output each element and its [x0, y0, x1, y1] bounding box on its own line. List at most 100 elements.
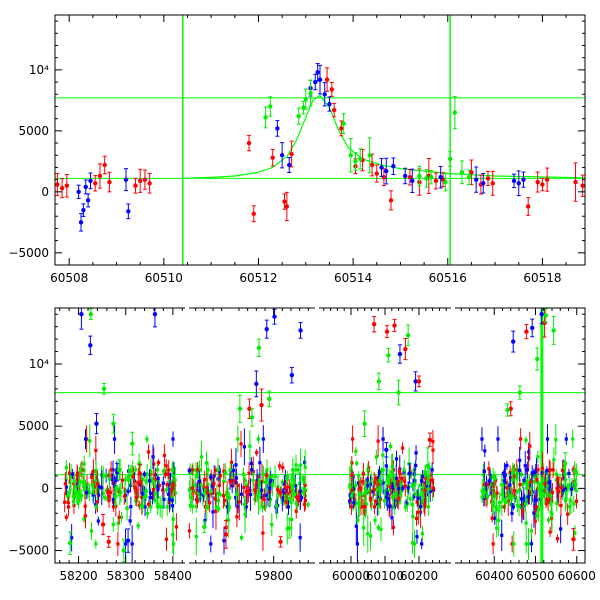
data-point — [497, 518, 501, 522]
data-point — [392, 323, 397, 328]
data-point — [97, 173, 103, 179]
data-point — [289, 500, 293, 504]
data-point — [164, 464, 168, 468]
data-point — [565, 488, 569, 492]
data-point — [259, 402, 264, 408]
data-point — [430, 478, 434, 482]
data-point — [488, 482, 492, 486]
data-point — [511, 178, 517, 184]
data-point — [264, 326, 269, 332]
data-point — [571, 537, 576, 542]
data-point — [486, 482, 490, 486]
data-point — [511, 339, 516, 344]
data-point — [280, 480, 284, 484]
data-point — [93, 479, 97, 483]
data-point — [221, 493, 226, 498]
data-point — [191, 483, 195, 488]
data-point — [391, 164, 396, 169]
data-point — [402, 468, 406, 472]
data-point — [410, 484, 414, 488]
data-point — [390, 470, 394, 474]
data-point — [253, 488, 257, 492]
data-point — [156, 476, 160, 481]
data-point — [258, 461, 262, 465]
data-point — [423, 503, 427, 507]
data-point — [485, 494, 490, 498]
data-point — [355, 542, 360, 546]
data-point — [125, 538, 131, 543]
data-point — [354, 524, 358, 528]
data-point — [246, 140, 252, 146]
data-point — [303, 498, 307, 503]
data-point — [508, 476, 513, 480]
data-point — [203, 518, 207, 523]
data-point — [260, 480, 264, 484]
data-point — [249, 461, 253, 466]
data-point — [78, 220, 84, 225]
data-point — [153, 492, 157, 496]
data-point — [133, 486, 137, 490]
data-point — [493, 478, 498, 483]
data-point — [545, 479, 549, 483]
data-point — [104, 488, 108, 492]
data-point — [363, 487, 367, 491]
data-point — [144, 479, 148, 483]
data-point — [536, 480, 540, 484]
data-point — [268, 104, 273, 109]
data-point — [301, 476, 305, 480]
data-point — [424, 493, 428, 497]
data-point — [377, 504, 381, 509]
data-point — [172, 471, 176, 476]
y-tick-label: 0 — [41, 481, 49, 495]
data-point — [243, 512, 247, 517]
data-point — [89, 529, 94, 533]
data-point — [306, 502, 310, 507]
data-point — [559, 485, 564, 490]
data-point — [551, 328, 556, 333]
data-point — [429, 174, 434, 180]
data-point — [530, 529, 534, 533]
data-point — [396, 390, 401, 395]
data-point — [296, 468, 300, 472]
data-point — [289, 151, 294, 157]
data-point — [374, 455, 378, 459]
data-point — [341, 121, 346, 126]
data-point — [270, 523, 274, 527]
data-point — [116, 542, 120, 546]
data-point — [505, 486, 509, 490]
data-point — [155, 491, 159, 495]
data-point — [563, 461, 568, 466]
data-point — [557, 489, 561, 493]
x-tick-label: 60600 — [558, 569, 596, 583]
data-point — [141, 492, 145, 496]
data-point — [495, 491, 499, 495]
data-point — [283, 494, 287, 498]
data-point — [433, 178, 439, 184]
data-point — [104, 473, 108, 478]
data-point — [242, 445, 246, 449]
data-point — [77, 484, 81, 488]
data-point — [410, 178, 415, 184]
data-point — [372, 480, 376, 484]
data-point — [107, 498, 111, 502]
data-point — [94, 505, 98, 509]
data-point — [507, 494, 511, 498]
data-point — [556, 477, 560, 481]
data-point — [563, 487, 567, 491]
data-point — [137, 471, 143, 476]
data-point — [399, 489, 403, 493]
data-point — [126, 209, 131, 214]
data-point — [102, 162, 107, 168]
data-point — [539, 312, 544, 317]
data-point — [536, 468, 540, 472]
data-point — [209, 489, 213, 493]
data-point — [269, 479, 273, 483]
data-point — [222, 469, 226, 473]
data-point — [100, 522, 106, 527]
data-point — [377, 471, 382, 475]
data-point — [282, 482, 287, 486]
data-point — [79, 480, 83, 484]
data-point — [209, 542, 213, 546]
bottom-plot-area — [55, 308, 585, 563]
x-tick-label: 60510 — [145, 271, 183, 285]
